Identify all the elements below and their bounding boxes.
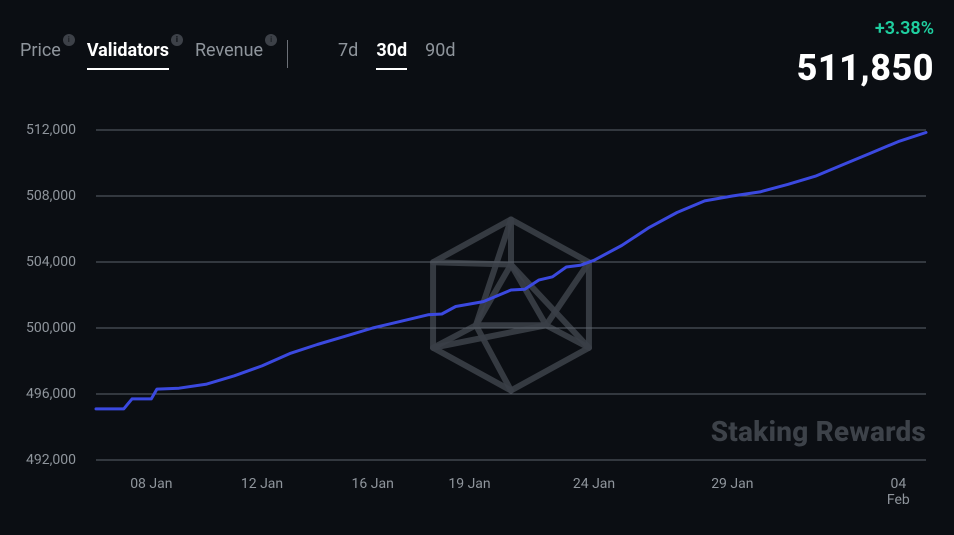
tab-range-7d[interactable]: 7d bbox=[338, 40, 358, 68]
tab-revenue[interactable]: Revenue i bbox=[195, 40, 263, 68]
info-icon[interactable]: i bbox=[171, 34, 183, 46]
y-axis-label: 492,000 bbox=[16, 452, 76, 468]
info-icon[interactable]: i bbox=[265, 34, 277, 46]
y-axis-label: 500,000 bbox=[16, 320, 76, 336]
y-axis-label: 512,000 bbox=[16, 122, 76, 138]
tab-separator bbox=[287, 40, 288, 68]
tab-label: Price bbox=[20, 40, 61, 61]
x-axis-label: 16 Jan bbox=[352, 476, 394, 492]
tab-label: Revenue bbox=[195, 40, 263, 61]
tab-label: Validators bbox=[87, 40, 169, 61]
range-tabs: 7d 30d 90d bbox=[338, 40, 455, 68]
x-axis-label: 19 Jan bbox=[448, 476, 490, 492]
line-chart bbox=[16, 120, 938, 500]
header-summary: +3.38% 511,850 bbox=[797, 18, 934, 89]
x-axis-label: 04 Feb bbox=[878, 476, 918, 508]
y-axis-label: 504,000 bbox=[16, 254, 76, 270]
x-axis-label: 08 Jan bbox=[130, 476, 172, 492]
current-value: 511,850 bbox=[797, 47, 934, 89]
tab-range-90d[interactable]: 90d bbox=[425, 40, 455, 68]
x-axis-label: 12 Jan bbox=[241, 476, 283, 492]
x-axis-label: 24 Jan bbox=[573, 476, 615, 492]
y-axis-label: 508,000 bbox=[16, 188, 76, 204]
metric-tabs: Price i Validators i Revenue i bbox=[20, 40, 263, 68]
info-icon[interactable]: i bbox=[63, 34, 75, 46]
tab-price[interactable]: Price i bbox=[20, 40, 61, 68]
tab-range-30d[interactable]: 30d bbox=[376, 40, 407, 68]
y-axis-label: 496,000 bbox=[16, 386, 76, 402]
tabs-row: Price i Validators i Revenue i 7d 30d 90… bbox=[20, 18, 934, 89]
pct-change: +3.38% bbox=[797, 18, 934, 39]
tab-validators[interactable]: Validators i bbox=[87, 40, 169, 68]
x-axis-label: 29 Jan bbox=[711, 476, 753, 492]
chart-stage: Staking Rewards 492,000496,000500,000504… bbox=[16, 120, 938, 500]
